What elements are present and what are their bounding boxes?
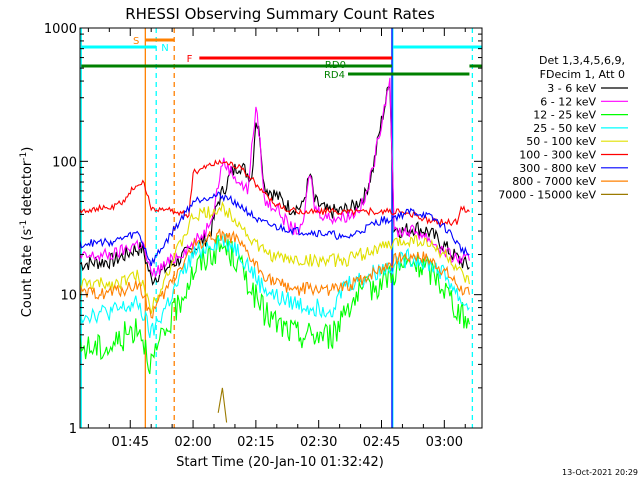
x-tick-label: 01:45 [112,435,149,450]
axes-layer: 1 10 100 1000 01:45 02:00 02:15 02:30 02:45 03:00 [44,22,482,450]
chart-title: RHESSI Observing Summary Count Rates [125,5,435,23]
x-axis-label: Start Time (20-Jan-10 01:32:42) [176,455,384,470]
y-label-sup1: -1 [19,220,29,229]
series-line-300-800-kev [79,191,470,267]
series-line-25-50-kev [79,233,470,339]
legend-label-50-100-kev: 50 - 100 keV [526,135,596,148]
legend-label-100-300-kev: 100 - 300 keV [519,149,596,162]
y-tick-label: 1000 [44,22,77,37]
x-tick-label: 02:00 [174,435,211,450]
series-line-7000-15000-kev [217,387,228,423]
x-tick-label: 02:15 [237,435,274,450]
bar-label-s: S [133,36,139,47]
bar-label-rd0: RD0 [325,60,346,71]
legend-label-7000-15000-kev: 7000 - 15000 keV [498,188,596,201]
legend-header-1: Det 1,3,4,5,6,9, [539,54,625,67]
plot-frame [79,27,483,429]
y-tick-label: 1 [69,422,77,437]
legend-label-800-7000-kev: 800 - 7000 keV [512,175,596,188]
y-label-main: Count Rate (s [20,229,35,318]
series-line-50-100-kev [79,200,470,314]
x-tick-label: 03:00 [426,435,463,450]
y-label-sup2: -1 [19,152,29,161]
legend: Det 1,3,4,5,6,9,FDecim 1, Att 03 - 6 keV… [498,54,628,201]
y-tick-label: 10 [60,289,77,304]
legend-header-2: FDecim 1, Att 0 [540,68,625,81]
y-label-end: ) [20,147,35,152]
x-tick-label: 02:30 [300,435,337,450]
series-line-6-12-kev [79,77,470,279]
legend-label-300-800-kev: 300 - 800 keV [519,162,596,175]
legend-label-12-25-kev: 12 - 25 keV [533,109,596,122]
y-label-mid: detector [20,160,35,220]
bar-label-f: F [187,54,193,65]
x-tick-label: 02:45 [363,435,400,450]
legend-label-6-12-kev: 6 - 12 keV [540,95,596,108]
y-axis-label: Count Rate (s-1 detector-1) [19,147,35,318]
footer-date: 13-Oct-2021 20:29 [562,468,638,477]
bar-label-n: N [161,43,168,54]
series-layer [79,77,470,423]
legend-label-3-6-kev: 3 - 6 keV [547,82,596,95]
series-line-800-7000-kev [79,228,470,319]
legend-label-25-50-kev: 25 - 50 keV [533,122,596,135]
bar-label-rd4: RD4 [324,70,345,81]
y-tick-label: 100 [52,155,77,170]
